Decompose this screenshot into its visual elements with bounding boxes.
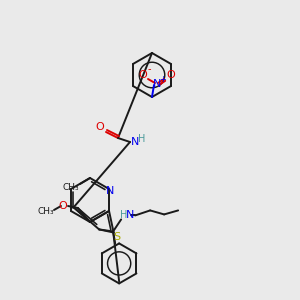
Text: +: + bbox=[160, 76, 167, 85]
Text: N: N bbox=[106, 186, 114, 196]
Text: H: H bbox=[138, 134, 146, 144]
Text: O: O bbox=[96, 122, 104, 132]
Text: O: O bbox=[167, 70, 176, 80]
Text: CH₃: CH₃ bbox=[63, 184, 79, 193]
Text: N: N bbox=[126, 210, 134, 220]
Text: O: O bbox=[58, 201, 68, 211]
Text: O: O bbox=[139, 70, 147, 80]
Text: H: H bbox=[121, 210, 128, 220]
Text: -: - bbox=[147, 64, 151, 74]
Text: N: N bbox=[153, 79, 161, 89]
Text: CH₃: CH₃ bbox=[38, 206, 54, 215]
Text: S: S bbox=[113, 232, 120, 242]
Text: N: N bbox=[131, 137, 139, 147]
